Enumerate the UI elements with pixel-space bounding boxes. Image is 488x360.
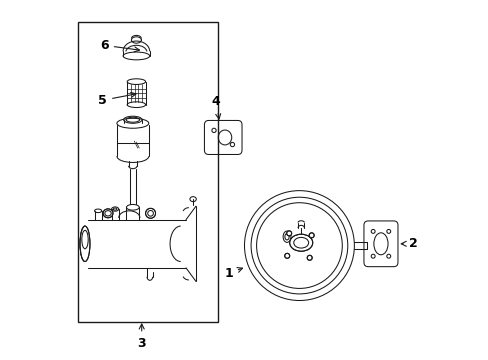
Text: 1: 1 [224,267,242,280]
Text: 5: 5 [98,93,136,107]
Ellipse shape [306,255,311,260]
Text: 4: 4 [211,95,220,119]
Ellipse shape [145,208,155,218]
Text: 3: 3 [137,324,146,350]
Ellipse shape [289,234,312,251]
Ellipse shape [286,231,291,236]
Ellipse shape [308,233,313,238]
Bar [78,22,218,322]
Ellipse shape [284,253,289,258]
Ellipse shape [80,226,90,261]
Text: 2: 2 [401,237,417,250]
Ellipse shape [103,209,113,218]
Text: 6: 6 [100,39,139,52]
